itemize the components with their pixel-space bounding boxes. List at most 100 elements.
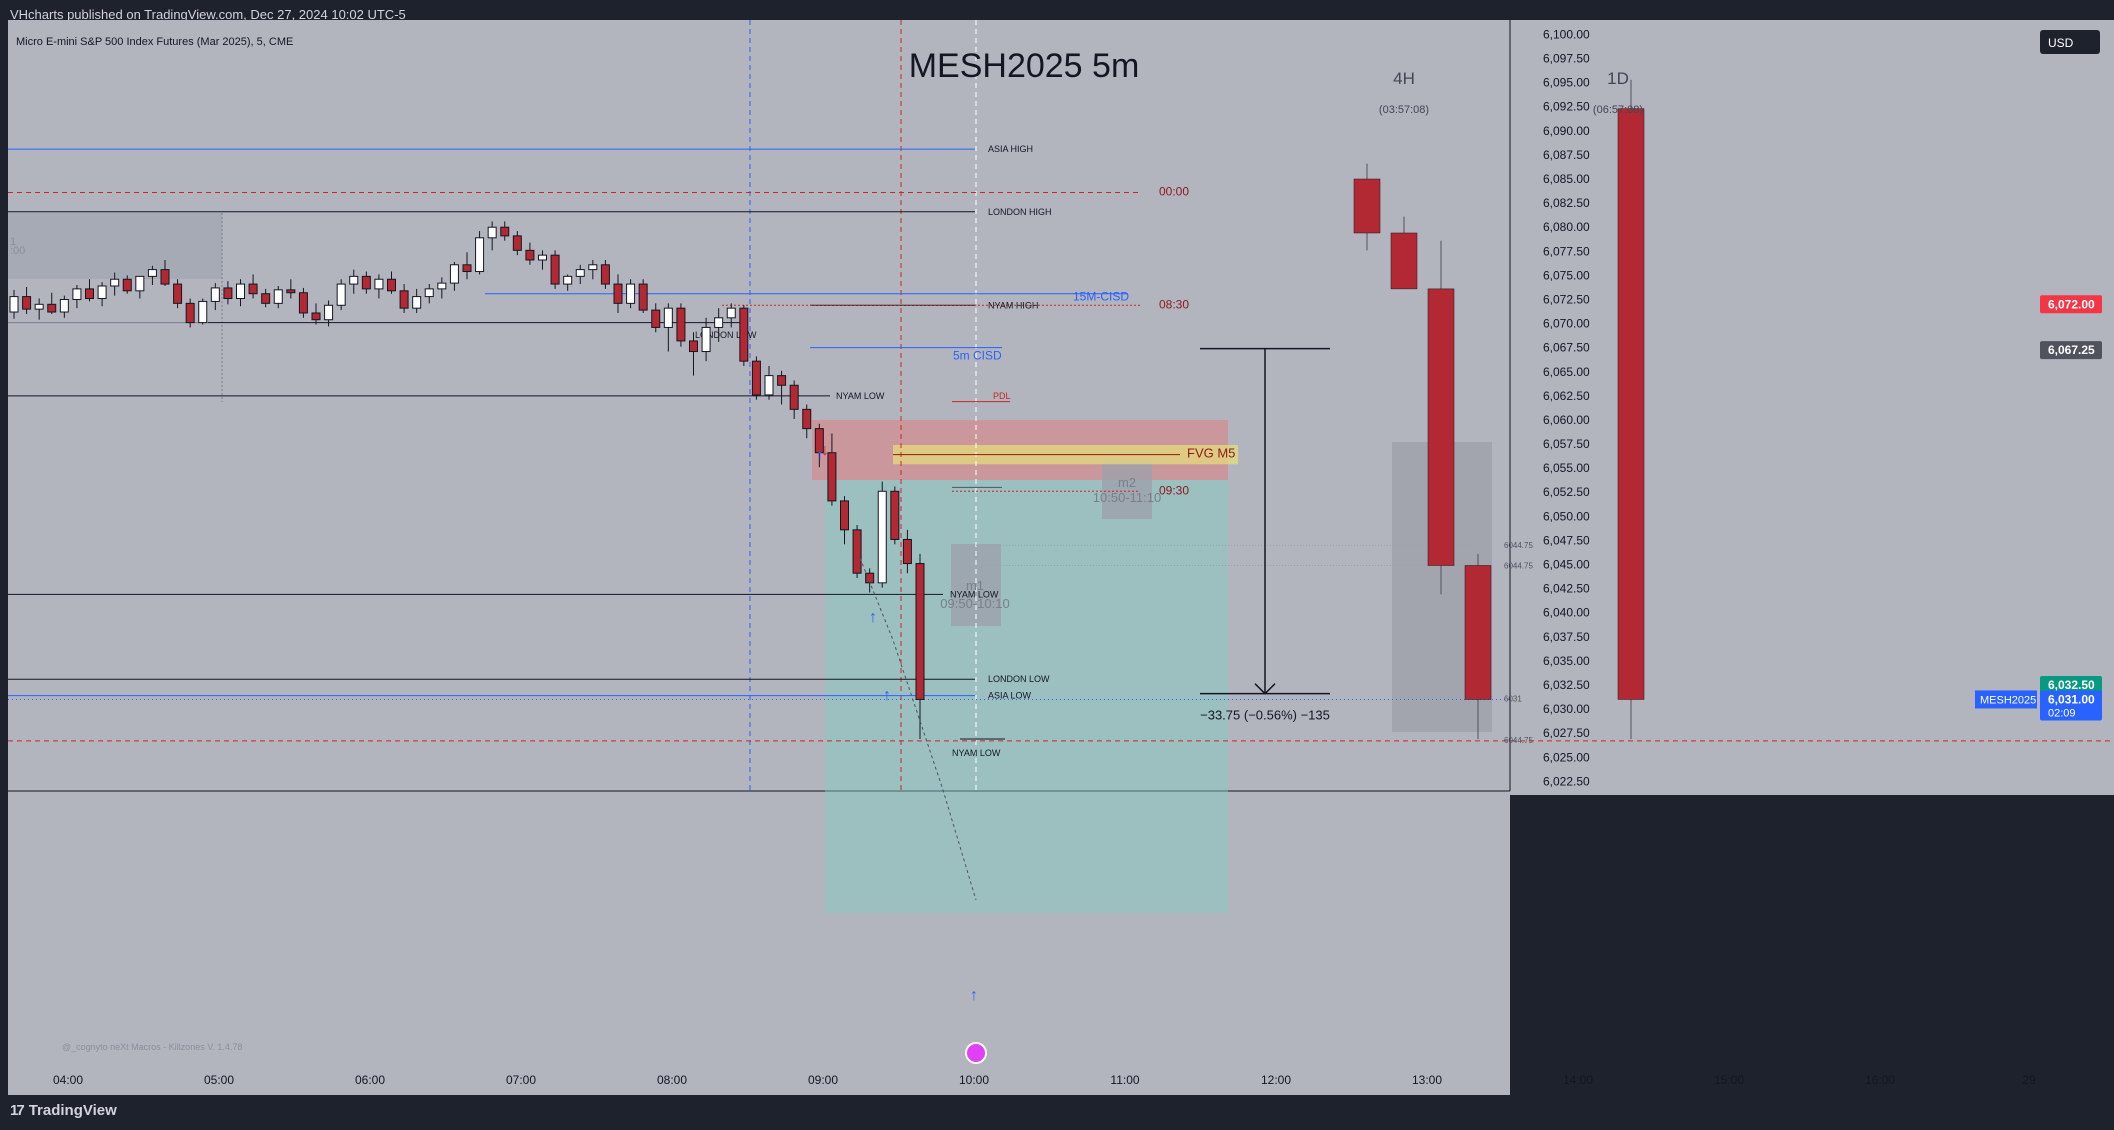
plot-area <box>8 20 1510 791</box>
y-tick-label: 6,032.50 <box>1543 678 1590 692</box>
y-tick-label: 6,060.00 <box>1543 413 1590 427</box>
candle-body <box>663 307 673 328</box>
candle-body <box>72 288 82 300</box>
pdl-label: PDL <box>993 391 1011 401</box>
htf-4h-candle-body <box>1390 232 1418 290</box>
candle-body <box>575 269 585 277</box>
candle-body <box>261 293 271 304</box>
currency-button <box>2040 30 2100 54</box>
candle-body <box>185 302 195 324</box>
x-tick-label: 11:00 <box>1110 1073 1139 1087</box>
asia-box-label: :00 <box>10 245 25 257</box>
level-6044-label-2: 6044.75 <box>1504 561 1533 570</box>
x-tick-label: 15:00 <box>1714 1073 1744 1087</box>
y-tick-label: 6,067.50 <box>1543 341 1590 355</box>
y-tick-label: 6,097.50 <box>1543 52 1590 66</box>
candle-body <box>726 307 736 319</box>
y-tick-label: 6,072.50 <box>1543 292 1590 306</box>
candle-body <box>47 303 57 313</box>
candle-body <box>399 290 409 309</box>
candle-body <box>437 282 447 290</box>
candle-body <box>563 275 573 285</box>
level-6044-label-1: 6044.75 <box>1504 541 1533 550</box>
candle-body <box>550 254 560 285</box>
candle-body <box>626 283 636 304</box>
candle-body <box>298 292 308 314</box>
y-tick-label: 6,062.50 <box>1543 389 1590 403</box>
x-tick-label: 12:00 <box>1261 1073 1291 1087</box>
asia-high-label: ASIA HIGH <box>988 144 1033 154</box>
x-tick-label: 06:00 <box>355 1073 385 1087</box>
y-tick-label: 6,040.00 <box>1543 606 1590 620</box>
x-tick-label: 07:00 <box>506 1073 536 1087</box>
y-tick-label: 6,057.50 <box>1543 437 1590 451</box>
time-axis-area <box>8 791 1510 1095</box>
x-tick-label: 09:00 <box>808 1073 838 1087</box>
candle-body <box>198 300 208 324</box>
tv-logo-icon: 17 <box>10 1102 25 1119</box>
htf-1d-candle-body <box>1617 108 1645 700</box>
london-high-label: LONDON HIGH <box>988 207 1052 217</box>
candle-body <box>223 287 233 300</box>
price-label-box <box>2040 675 2102 694</box>
candle-body <box>449 264 459 284</box>
nyam-low-3-label: NYAM LOW <box>952 748 1001 758</box>
candle-body <box>739 307 749 362</box>
signal-arrow-up: ↑ <box>816 447 824 464</box>
candle-body <box>751 360 761 396</box>
timeframe-label: 4H <box>1393 69 1415 88</box>
candle-body <box>387 278 396 292</box>
candle-body <box>286 289 296 294</box>
candle-body <box>600 264 610 285</box>
level-6044-label-3: 6044.75 <box>1504 736 1533 745</box>
y-tick-label: 6,030.00 <box>1543 702 1590 716</box>
y-tick-label: 6,052.50 <box>1543 485 1590 499</box>
y-tick-label: 6,035.00 <box>1543 654 1590 668</box>
htf-4h-candle-body <box>1427 288 1455 566</box>
price-label-box <box>2040 690 2102 721</box>
candle-body <box>311 312 321 321</box>
candle-body <box>802 408 812 430</box>
candle-body <box>97 285 107 300</box>
candle-body <box>500 226 510 237</box>
macro-m2-time: 10:50-11:10 <box>1093 490 1161 505</box>
price-label-countdown: 02:09 <box>2048 707 2076 719</box>
price-label-box <box>2040 295 2102 314</box>
symbol-tag: MESH2025 <box>1980 694 2036 706</box>
y-tick-label: 6,047.50 <box>1543 533 1590 547</box>
price-label: 6,072.00 <box>2048 297 2095 311</box>
y-tick-label: 6,082.50 <box>1543 196 1590 210</box>
candle-body <box>135 275 145 292</box>
candle-body <box>676 307 686 342</box>
y-tick-label: 6,095.00 <box>1543 76 1590 90</box>
candle-body <box>412 296 422 309</box>
y-tick-label: 6,042.50 <box>1543 582 1590 596</box>
london-low-label: LONDON LOW <box>988 674 1050 684</box>
candle-body <box>877 490 887 584</box>
y-tick-label: 6,075.00 <box>1543 268 1590 282</box>
candle-body <box>462 264 472 273</box>
nyam-high-label: NYAM HIGH <box>988 300 1038 310</box>
candle-body <box>424 288 434 298</box>
candle-body <box>147 269 157 277</box>
candle-body <box>9 296 19 313</box>
y-tick-label: 6,037.50 <box>1543 630 1590 644</box>
candle-body <box>789 384 799 410</box>
y-tick-label: 6,025.00 <box>1543 750 1590 764</box>
price-label: 6,031.00 <box>2048 692 2095 706</box>
y-tick-label: 6,055.00 <box>1543 461 1590 475</box>
macro-box-m1 <box>951 544 1001 626</box>
candle-body <box>236 283 245 300</box>
candle-body <box>110 278 120 287</box>
macro-m2-name: m2 <box>1118 475 1136 490</box>
candle-body <box>840 500 849 531</box>
candle-body <box>915 563 925 700</box>
open-0830-label: 08:30 <box>1159 297 1189 311</box>
candle-body <box>814 428 824 454</box>
macro-m1-time: 09:50-10:10 <box>940 596 1009 611</box>
candle-body <box>324 304 334 321</box>
signal-arrow-up: ↑ <box>869 609 877 626</box>
tradingview-logo[interactable]: 17 TradingView <box>10 1102 117 1119</box>
y-tick-label: 6,022.50 <box>1543 774 1590 788</box>
